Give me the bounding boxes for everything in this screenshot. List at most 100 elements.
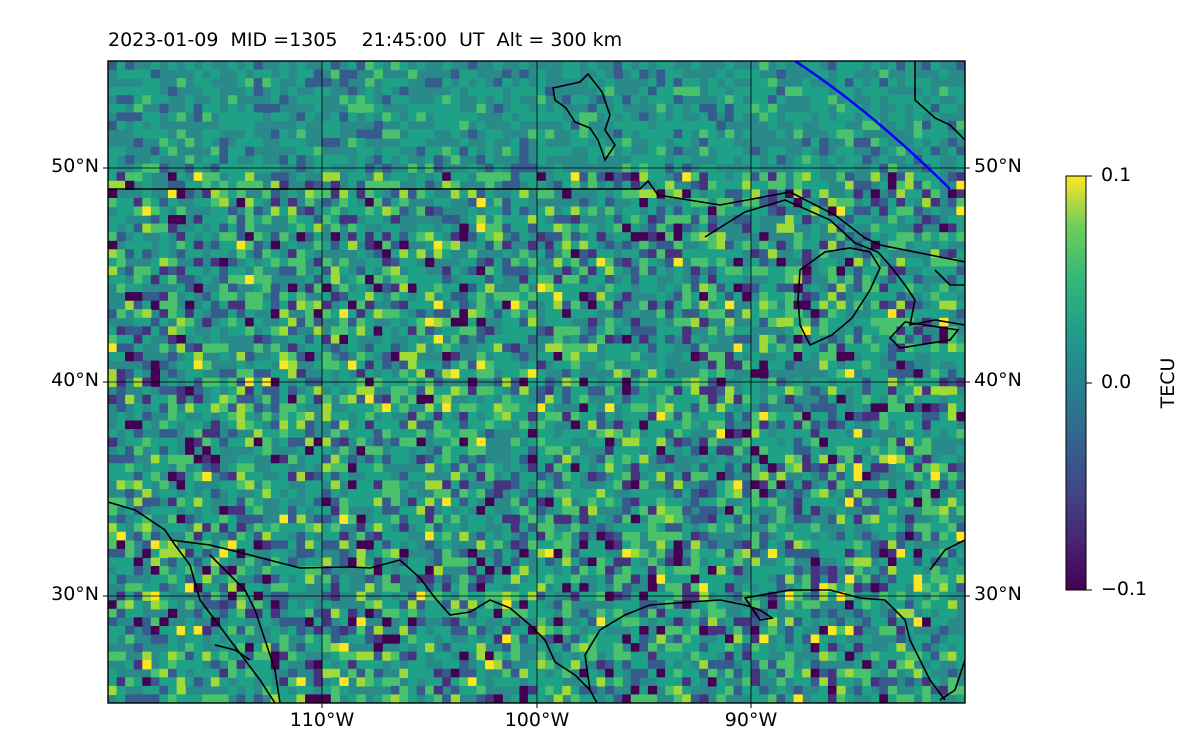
tec-cell [407, 386, 418, 396]
tec-cell [425, 394, 435, 404]
tec-cell [810, 300, 820, 310]
tec-cell [596, 266, 606, 276]
tec-cell [733, 651, 743, 661]
tec-cell [742, 129, 752, 139]
tec-cell [562, 300, 572, 310]
tec-cell [630, 497, 640, 507]
tec-cell [202, 138, 212, 148]
tec-cell [956, 412, 965, 422]
tec-cell [339, 155, 349, 165]
tec-cell [870, 198, 880, 208]
tec-cell [802, 146, 812, 156]
tec-cell [862, 471, 872, 482]
tec-cell [356, 412, 366, 422]
tec-cell [613, 334, 623, 345]
tec-cell [519, 138, 529, 148]
tec-cell [819, 249, 829, 259]
tec-cell [699, 643, 709, 653]
tec-cell [450, 120, 460, 131]
tec-cell [399, 446, 409, 456]
tec-cell [733, 540, 743, 550]
tec-cell [639, 275, 649, 285]
tec-cell [913, 257, 923, 268]
tec-cell [707, 471, 718, 482]
tec-cell [279, 557, 289, 567]
tec-cell [622, 129, 632, 139]
tec-cell [296, 223, 306, 233]
tec-cell [382, 574, 392, 584]
tec-cell [673, 129, 683, 139]
tec-cell [956, 643, 965, 653]
tec-cell [562, 309, 572, 319]
tec-cell [433, 608, 443, 618]
tec-cell [673, 548, 683, 559]
tec-cell [725, 317, 735, 327]
tec-cell [536, 86, 546, 96]
tec-cell [716, 198, 726, 208]
tec-cell [862, 112, 872, 122]
tec-cell [159, 215, 169, 225]
tec-cell [450, 557, 460, 567]
tec-cell [536, 172, 546, 182]
tec-cell [742, 634, 752, 644]
tec-cell [870, 540, 880, 550]
tec-cell [168, 677, 178, 687]
tec-cell [108, 600, 118, 610]
tec-cell [690, 317, 700, 327]
tec-cell [442, 643, 452, 653]
tec-cell [253, 240, 263, 250]
tec-cell [545, 206, 555, 216]
tec-cell [382, 540, 392, 550]
tec-cell [853, 317, 863, 327]
tec-cell [587, 497, 598, 507]
tec-cell [596, 249, 606, 259]
tec-cell [605, 249, 615, 259]
tec-cell [279, 326, 289, 336]
tec-cell [390, 198, 400, 208]
tec-cell [725, 78, 735, 88]
tec-cell [587, 232, 598, 242]
tec-cell [219, 668, 229, 678]
tec-cell [253, 668, 263, 678]
tec-cell [382, 206, 392, 216]
tec-cell [785, 531, 795, 541]
tec-cell [245, 626, 255, 636]
tec-cell [716, 249, 726, 259]
tec-cell [639, 497, 649, 507]
tec-cell [939, 514, 949, 524]
tec-cell [288, 617, 298, 627]
tec-cell [425, 155, 435, 165]
tec-cell [425, 497, 435, 507]
tec-cell [905, 275, 915, 285]
tec-cell [887, 617, 898, 627]
tec-cell [176, 566, 186, 576]
tec-cell [356, 317, 366, 327]
tec-cell [887, 643, 898, 653]
tec-cell [159, 386, 169, 396]
tec-cell [879, 626, 889, 636]
tec-cell [725, 617, 735, 627]
tec-cell [348, 480, 358, 490]
tec-cell [108, 394, 118, 404]
tec-cell [725, 429, 735, 439]
tec-cell [116, 531, 126, 541]
tec-cell [270, 643, 280, 653]
tec-cell [322, 215, 332, 225]
tec-cell [185, 617, 195, 627]
tec-cell [116, 343, 126, 353]
tec-cell [356, 626, 366, 636]
tec-cell [827, 223, 838, 233]
tec-cell [647, 266, 658, 276]
tec-cell [956, 429, 965, 439]
tec-cell [913, 600, 923, 610]
tec-cell [759, 266, 769, 276]
tec-cell [707, 369, 718, 379]
tec-cell [116, 309, 126, 319]
tec-cell [750, 600, 760, 610]
tec-cell [228, 369, 238, 379]
tec-cell [348, 497, 358, 507]
tec-cell [245, 677, 255, 687]
tec-cell [896, 309, 906, 319]
tec-cell [725, 574, 735, 584]
tec-cell [459, 232, 469, 242]
